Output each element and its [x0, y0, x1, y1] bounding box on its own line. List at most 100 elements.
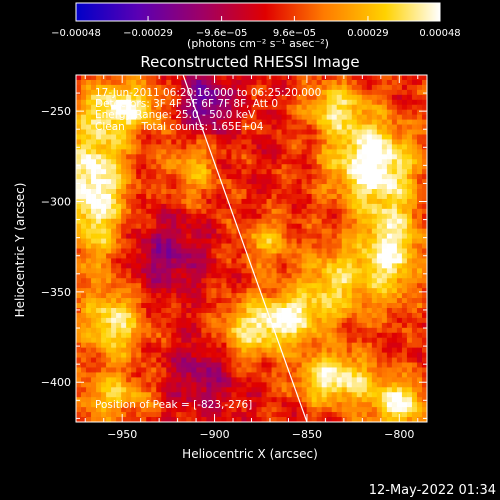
heatmap-cell — [191, 243, 197, 249]
heatmap-cell — [116, 79, 122, 86]
heatmap-cell — [291, 174, 298, 180]
heatmap-cell — [201, 228, 207, 235]
heatmap-cell — [111, 407, 117, 413]
heatmap-cell — [166, 79, 172, 86]
heatmap-cell — [176, 367, 182, 373]
heatmap-cell — [226, 139, 232, 145]
heatmap-cell — [121, 407, 127, 413]
heatmap-cell — [296, 223, 303, 230]
heatmap-cell — [116, 203, 122, 210]
heatmap-cell — [386, 327, 393, 334]
heatmap-cell — [106, 179, 112, 185]
heatmap-cell — [251, 114, 257, 121]
heatmap-cell — [386, 322, 393, 329]
heatmap-cell — [261, 208, 267, 215]
heatmap-cell — [381, 94, 388, 101]
heatmap-cell — [141, 154, 147, 160]
heatmap-cell — [76, 307, 82, 314]
heatmap-cell — [301, 392, 308, 398]
heatmap-cell — [246, 139, 252, 145]
heatmap-cell — [316, 99, 323, 106]
heatmap-cell — [141, 362, 147, 368]
heatmap-cell — [91, 283, 97, 289]
heatmap-cell — [216, 253, 222, 259]
heatmap-cell — [176, 273, 182, 279]
heatmap-cell — [301, 134, 308, 140]
heatmap-cell — [236, 94, 242, 101]
heatmap-cell — [171, 253, 177, 259]
heatmap-cell — [186, 119, 192, 125]
heatmap-cell — [106, 223, 112, 230]
heatmap-cell — [326, 417, 333, 422]
heatmap-cell — [156, 193, 162, 200]
heatmap-cell — [206, 392, 212, 398]
heatmap-cell — [396, 253, 403, 259]
heatmap-cell — [161, 258, 167, 264]
heatmap-cell — [126, 124, 132, 130]
heatmap-cell — [346, 327, 353, 334]
heatmap-cell — [86, 372, 92, 378]
heatmap-cell — [316, 203, 323, 210]
heatmap-cell — [136, 248, 142, 254]
heatmap-cell — [81, 243, 87, 249]
heatmap-cell — [186, 397, 192, 403]
heatmap-cell — [151, 273, 157, 279]
heatmap-cell — [276, 283, 282, 289]
heatmap-cell — [351, 263, 358, 269]
heatmap-cell — [111, 327, 117, 334]
heatmap-cell — [176, 233, 182, 239]
heatmap-cell — [306, 412, 313, 418]
heatmap-cell — [146, 154, 152, 160]
heatmap-cell — [186, 327, 192, 334]
heatmap-cell — [346, 417, 353, 422]
heatmap-cell — [216, 89, 222, 96]
heatmap-cell — [366, 258, 373, 264]
heatmap-cell — [121, 342, 127, 349]
heatmap-cell — [421, 387, 427, 393]
heatmap-cell — [361, 184, 368, 190]
heatmap-cell — [136, 189, 142, 195]
heatmap-cell — [336, 248, 343, 254]
heatmap-cell — [126, 223, 132, 230]
heatmap-cell — [321, 372, 328, 378]
heatmap-cell — [106, 94, 112, 101]
heatmap-cell — [76, 114, 82, 121]
heatmap-cell — [321, 387, 328, 393]
heatmap-cell — [251, 238, 257, 244]
heatmap-cell — [396, 327, 403, 334]
heatmap-cell — [346, 198, 353, 205]
heatmap-cell — [96, 198, 102, 205]
heatmap-cell — [316, 293, 323, 299]
heatmap-cell — [321, 233, 328, 239]
heatmap-cell — [106, 392, 112, 398]
heatmap-cell — [381, 352, 388, 358]
heatmap-cell — [111, 248, 117, 254]
heatmap-cell — [331, 342, 338, 349]
heatmap-cell — [386, 84, 393, 91]
heatmap-cell — [351, 193, 358, 200]
heatmap-cell — [141, 312, 147, 319]
heatmap-cell — [281, 149, 287, 155]
heatmap-cell — [96, 228, 102, 235]
heatmap-cell — [216, 402, 222, 408]
heatmap-cell — [116, 283, 122, 289]
heatmap-cell — [376, 213, 383, 220]
heatmap-cell — [286, 189, 293, 195]
heatmap-cell — [166, 174, 172, 180]
heatmap-cell — [296, 99, 303, 106]
heatmap-cell — [146, 184, 152, 190]
heatmap-cell — [366, 208, 373, 215]
heatmap-cell — [91, 223, 97, 230]
heatmap-cell — [76, 119, 82, 125]
heatmap-cell — [376, 184, 383, 190]
heatmap-cell — [146, 129, 152, 135]
heatmap-cell — [246, 337, 252, 344]
heatmap-cell — [301, 109, 308, 116]
heatmap-cell — [121, 347, 127, 353]
heatmap-cell — [381, 347, 388, 353]
heatmap-cell — [141, 372, 147, 378]
heatmap-cell — [386, 144, 393, 150]
heatmap-cell — [106, 312, 112, 319]
heatmap-cell — [316, 208, 323, 215]
heatmap-cell — [271, 337, 277, 344]
